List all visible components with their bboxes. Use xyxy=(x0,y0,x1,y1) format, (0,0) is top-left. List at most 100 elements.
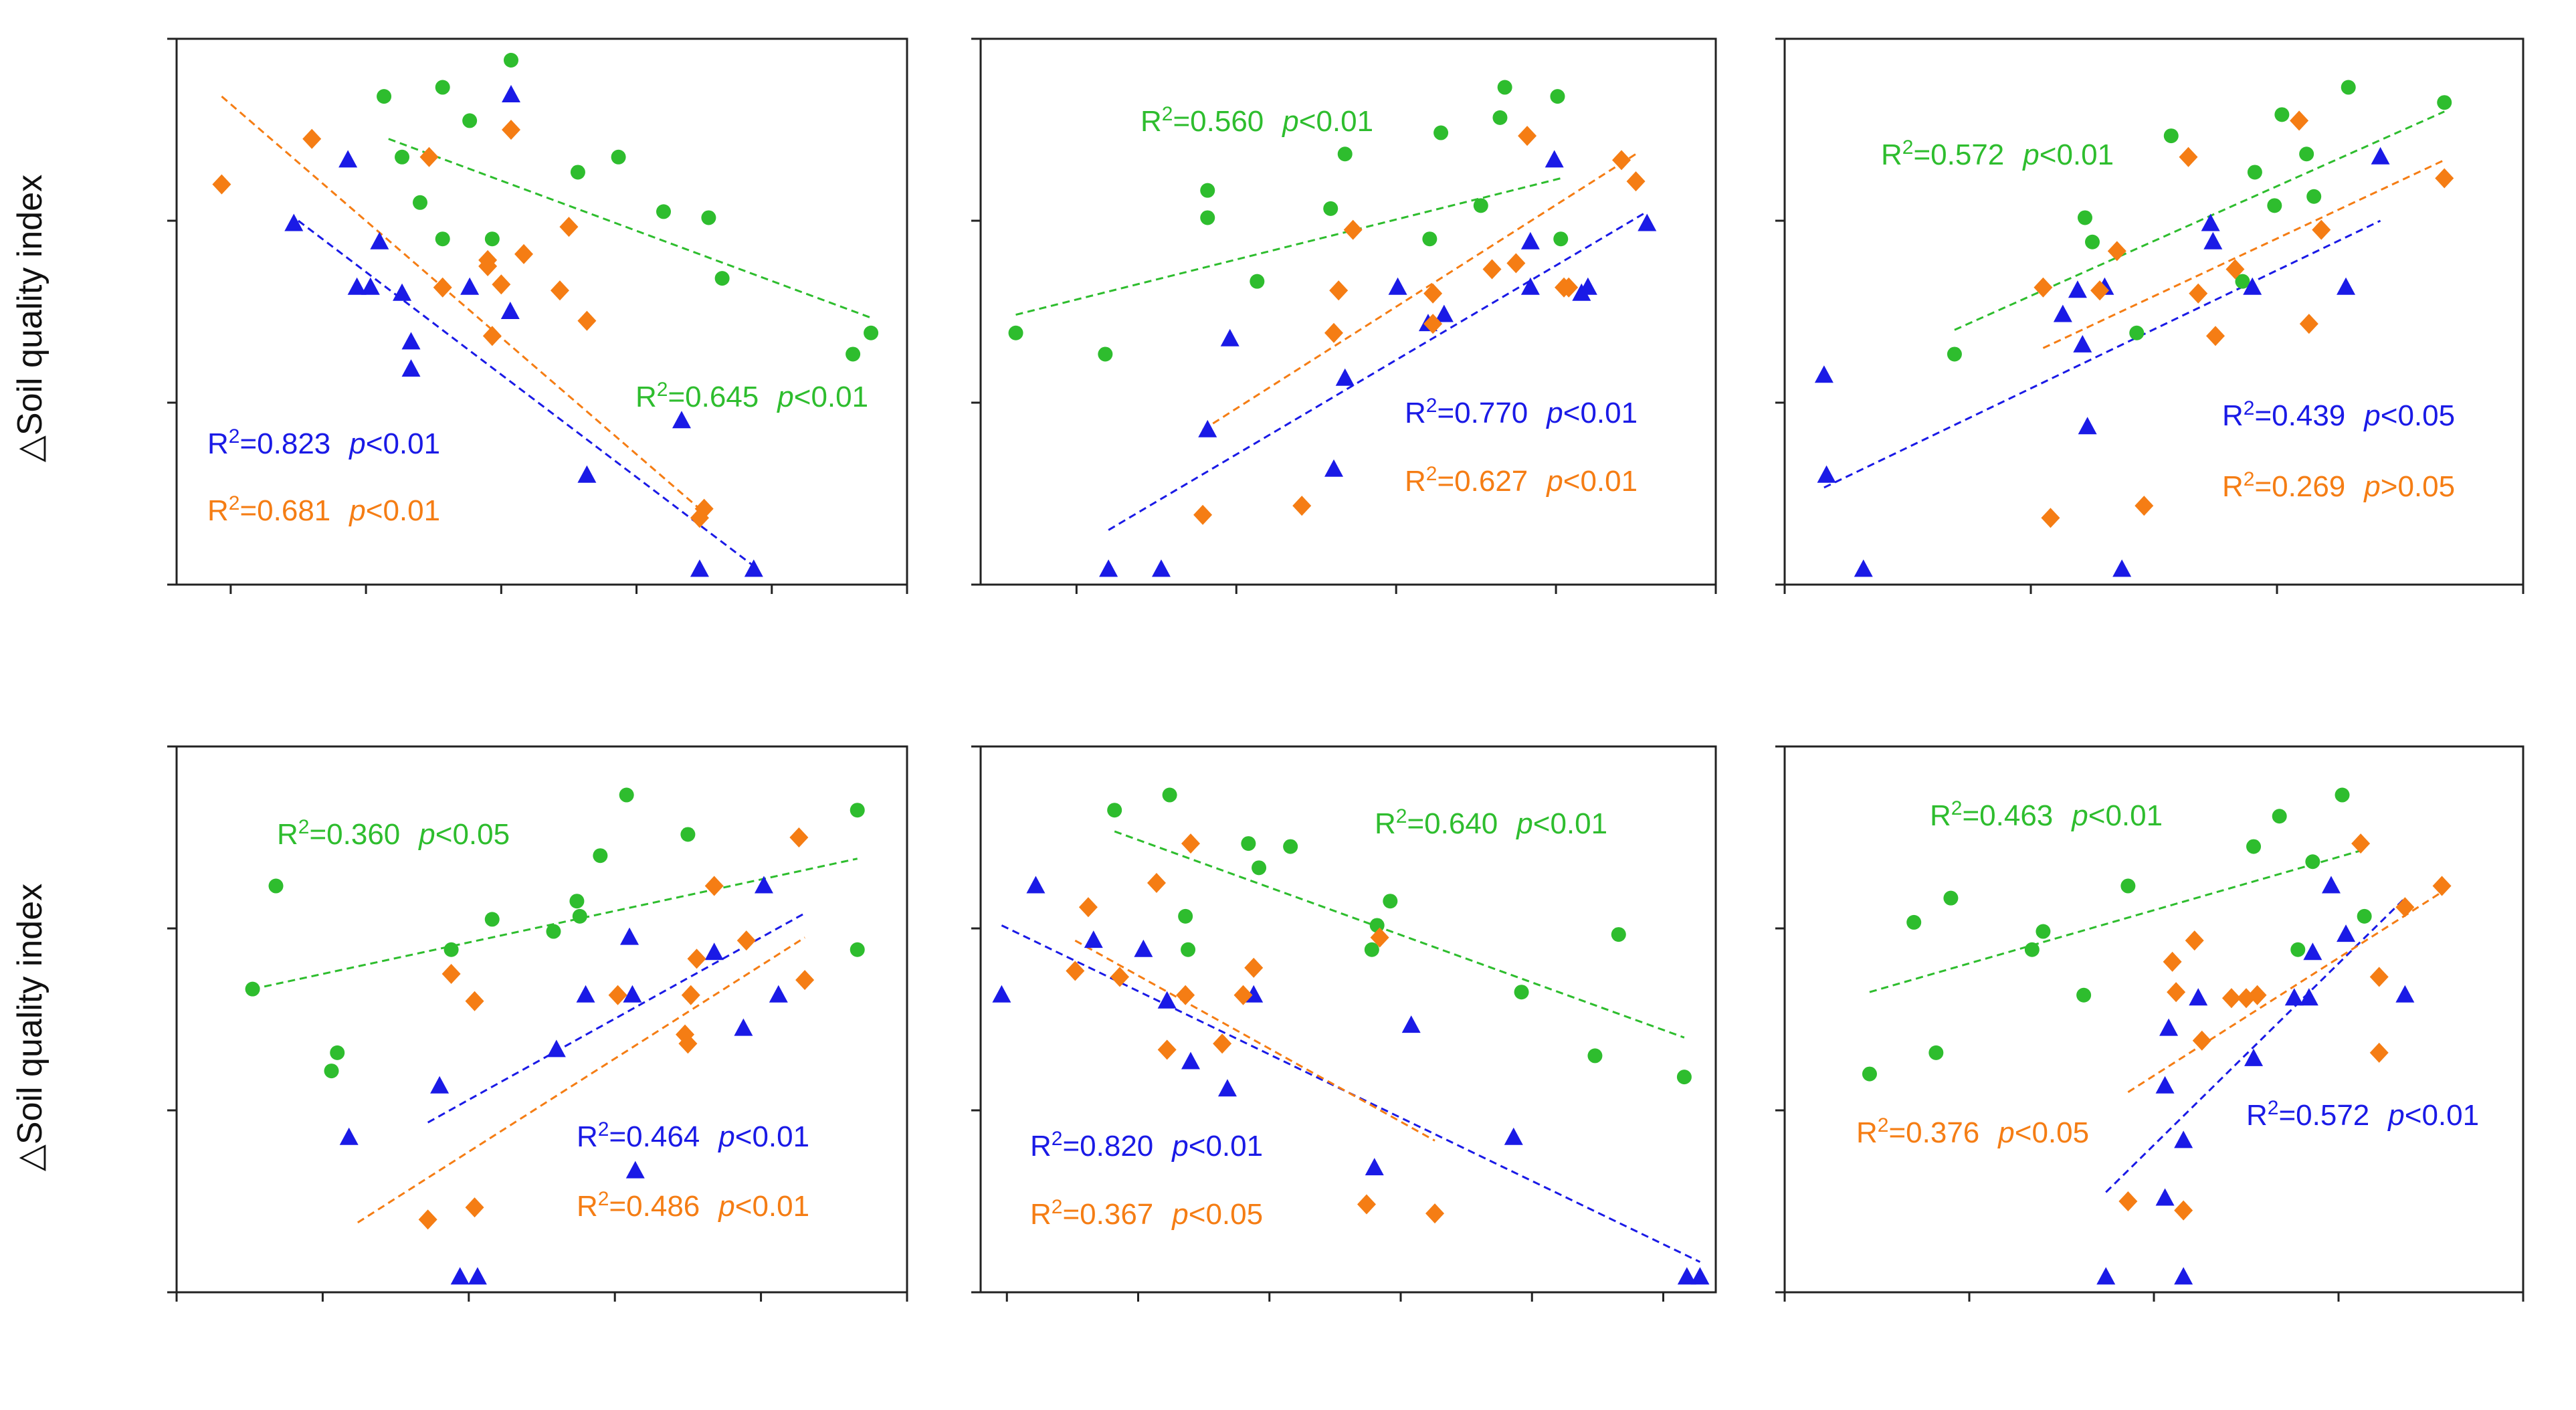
data-point xyxy=(433,277,452,298)
series-citrus-orchard-system xyxy=(1107,787,1692,1085)
data-point xyxy=(1107,803,1122,818)
data-point xyxy=(2337,924,2356,942)
data-point xyxy=(465,1197,484,1218)
data-point xyxy=(2225,259,2245,280)
data-point xyxy=(864,325,879,340)
data-point xyxy=(2395,897,2415,918)
stat-r-symbol: R xyxy=(1881,138,1902,171)
data-point xyxy=(1690,1267,1710,1285)
data-point xyxy=(1520,231,1540,249)
fit-stat-citrus-orchard-system: R2=0.645 p<0.01 xyxy=(635,379,868,413)
stat-superscript: 2 xyxy=(2244,468,2255,490)
data-point xyxy=(2303,942,2322,961)
data-point xyxy=(1906,914,1922,930)
data-point xyxy=(2189,283,2208,304)
data-point xyxy=(1324,322,1343,343)
data-point xyxy=(769,985,788,1003)
data-point xyxy=(482,326,502,346)
data-point xyxy=(2174,1267,2193,1285)
data-point xyxy=(2073,334,2092,352)
data-point xyxy=(1559,277,1579,298)
data-point xyxy=(1482,259,1502,280)
stat-p-value: <0.01 xyxy=(2405,1099,2479,1132)
data-point xyxy=(1162,787,1177,803)
data-point xyxy=(435,231,450,247)
series-double-cropping-system xyxy=(992,876,1710,1285)
stat-r2-value: 0.360 xyxy=(326,818,400,851)
data-point xyxy=(2192,1030,2211,1051)
fit-line-citrus-orchard-system xyxy=(1954,110,2445,331)
stat-p-value: <0.01 xyxy=(366,494,440,527)
stat-r2-value: 0.820 xyxy=(1080,1130,1153,1163)
fit-stat-citrus-orchard-system: R2=0.560 p<0.01 xyxy=(1141,103,1373,138)
data-point xyxy=(2321,876,2341,894)
stat-p-value: <0.01 xyxy=(1299,105,1373,138)
data-point xyxy=(2076,987,2092,1003)
data-point xyxy=(1814,365,1834,383)
stat-p-symbol: p xyxy=(1545,465,1563,498)
fit-line-double-cropping-system xyxy=(1823,219,2381,489)
data-point xyxy=(704,942,724,961)
data-point xyxy=(1422,231,1438,247)
stat-r-symbol: R xyxy=(577,1190,598,1223)
data-point xyxy=(2284,988,2304,1006)
data-point xyxy=(1817,465,1836,483)
data-point xyxy=(2085,234,2100,249)
data-point xyxy=(2432,876,2452,896)
data-point xyxy=(2174,1130,2193,1148)
stat-p-symbol: p xyxy=(717,1190,734,1223)
data-point xyxy=(2179,146,2198,167)
data-point xyxy=(623,985,642,1003)
stat-r-symbol: R xyxy=(577,1120,598,1153)
series-single-cropping-system xyxy=(2034,110,2454,528)
data-point xyxy=(1514,985,1529,1000)
data-point xyxy=(468,1267,487,1285)
data-point xyxy=(1337,146,1353,162)
stat-r-symbol: R xyxy=(1930,799,1951,832)
plot-frame xyxy=(979,745,1717,1294)
data-point xyxy=(2274,107,2290,122)
data-point xyxy=(514,243,534,264)
data-point xyxy=(1283,839,1298,854)
data-point xyxy=(462,113,478,128)
data-point xyxy=(401,359,421,377)
fit-stat-single-cropping-system: R2=0.367 p<0.05 xyxy=(1030,1196,1263,1231)
stat-superscript: 2 xyxy=(2268,1097,2279,1119)
stat-p-value: <0.05 xyxy=(1189,1198,1263,1231)
data-point xyxy=(1423,314,1443,334)
data-point xyxy=(593,848,608,864)
data-point xyxy=(608,985,627,1005)
data-point xyxy=(1365,1158,1384,1176)
data-point xyxy=(245,981,260,997)
data-point xyxy=(2185,930,2204,951)
stat-equals: = xyxy=(1062,1198,1080,1231)
data-point xyxy=(1357,1194,1376,1215)
stat-equals: = xyxy=(668,381,685,413)
data-point xyxy=(1928,1045,1944,1060)
data-point xyxy=(1026,876,1046,894)
fit-stat-citrus-orchard-system: R2=0.572 p<0.01 xyxy=(1881,136,2114,171)
data-point xyxy=(1252,860,1267,876)
stat-r2-value: 0.367 xyxy=(1080,1198,1153,1231)
series-single-cropping-system xyxy=(1066,833,1445,1224)
data-point xyxy=(572,908,587,924)
data-point xyxy=(393,283,412,301)
y-axis-label-top: △Soil quality index xyxy=(11,175,49,462)
data-point xyxy=(1181,1051,1200,1070)
data-point xyxy=(1200,183,1215,198)
stat-p-symbol: p xyxy=(2387,1099,2404,1132)
stat-equals: = xyxy=(2254,470,2272,503)
stat-r-symbol: R xyxy=(1030,1130,1052,1163)
data-point xyxy=(2267,198,2282,213)
data-point xyxy=(478,249,498,270)
legend-marker-citrus-orchard-system xyxy=(504,53,518,68)
data-point xyxy=(2077,210,2092,225)
data-point xyxy=(1147,873,1166,893)
data-point xyxy=(1676,1070,1692,1085)
data-point xyxy=(2155,1076,2175,1094)
data-point xyxy=(1626,171,1646,192)
fit-stat-single-cropping-system: R2=0.376 p<0.05 xyxy=(1856,1114,2089,1149)
data-point xyxy=(1677,1267,1696,1285)
data-point xyxy=(1181,833,1200,854)
